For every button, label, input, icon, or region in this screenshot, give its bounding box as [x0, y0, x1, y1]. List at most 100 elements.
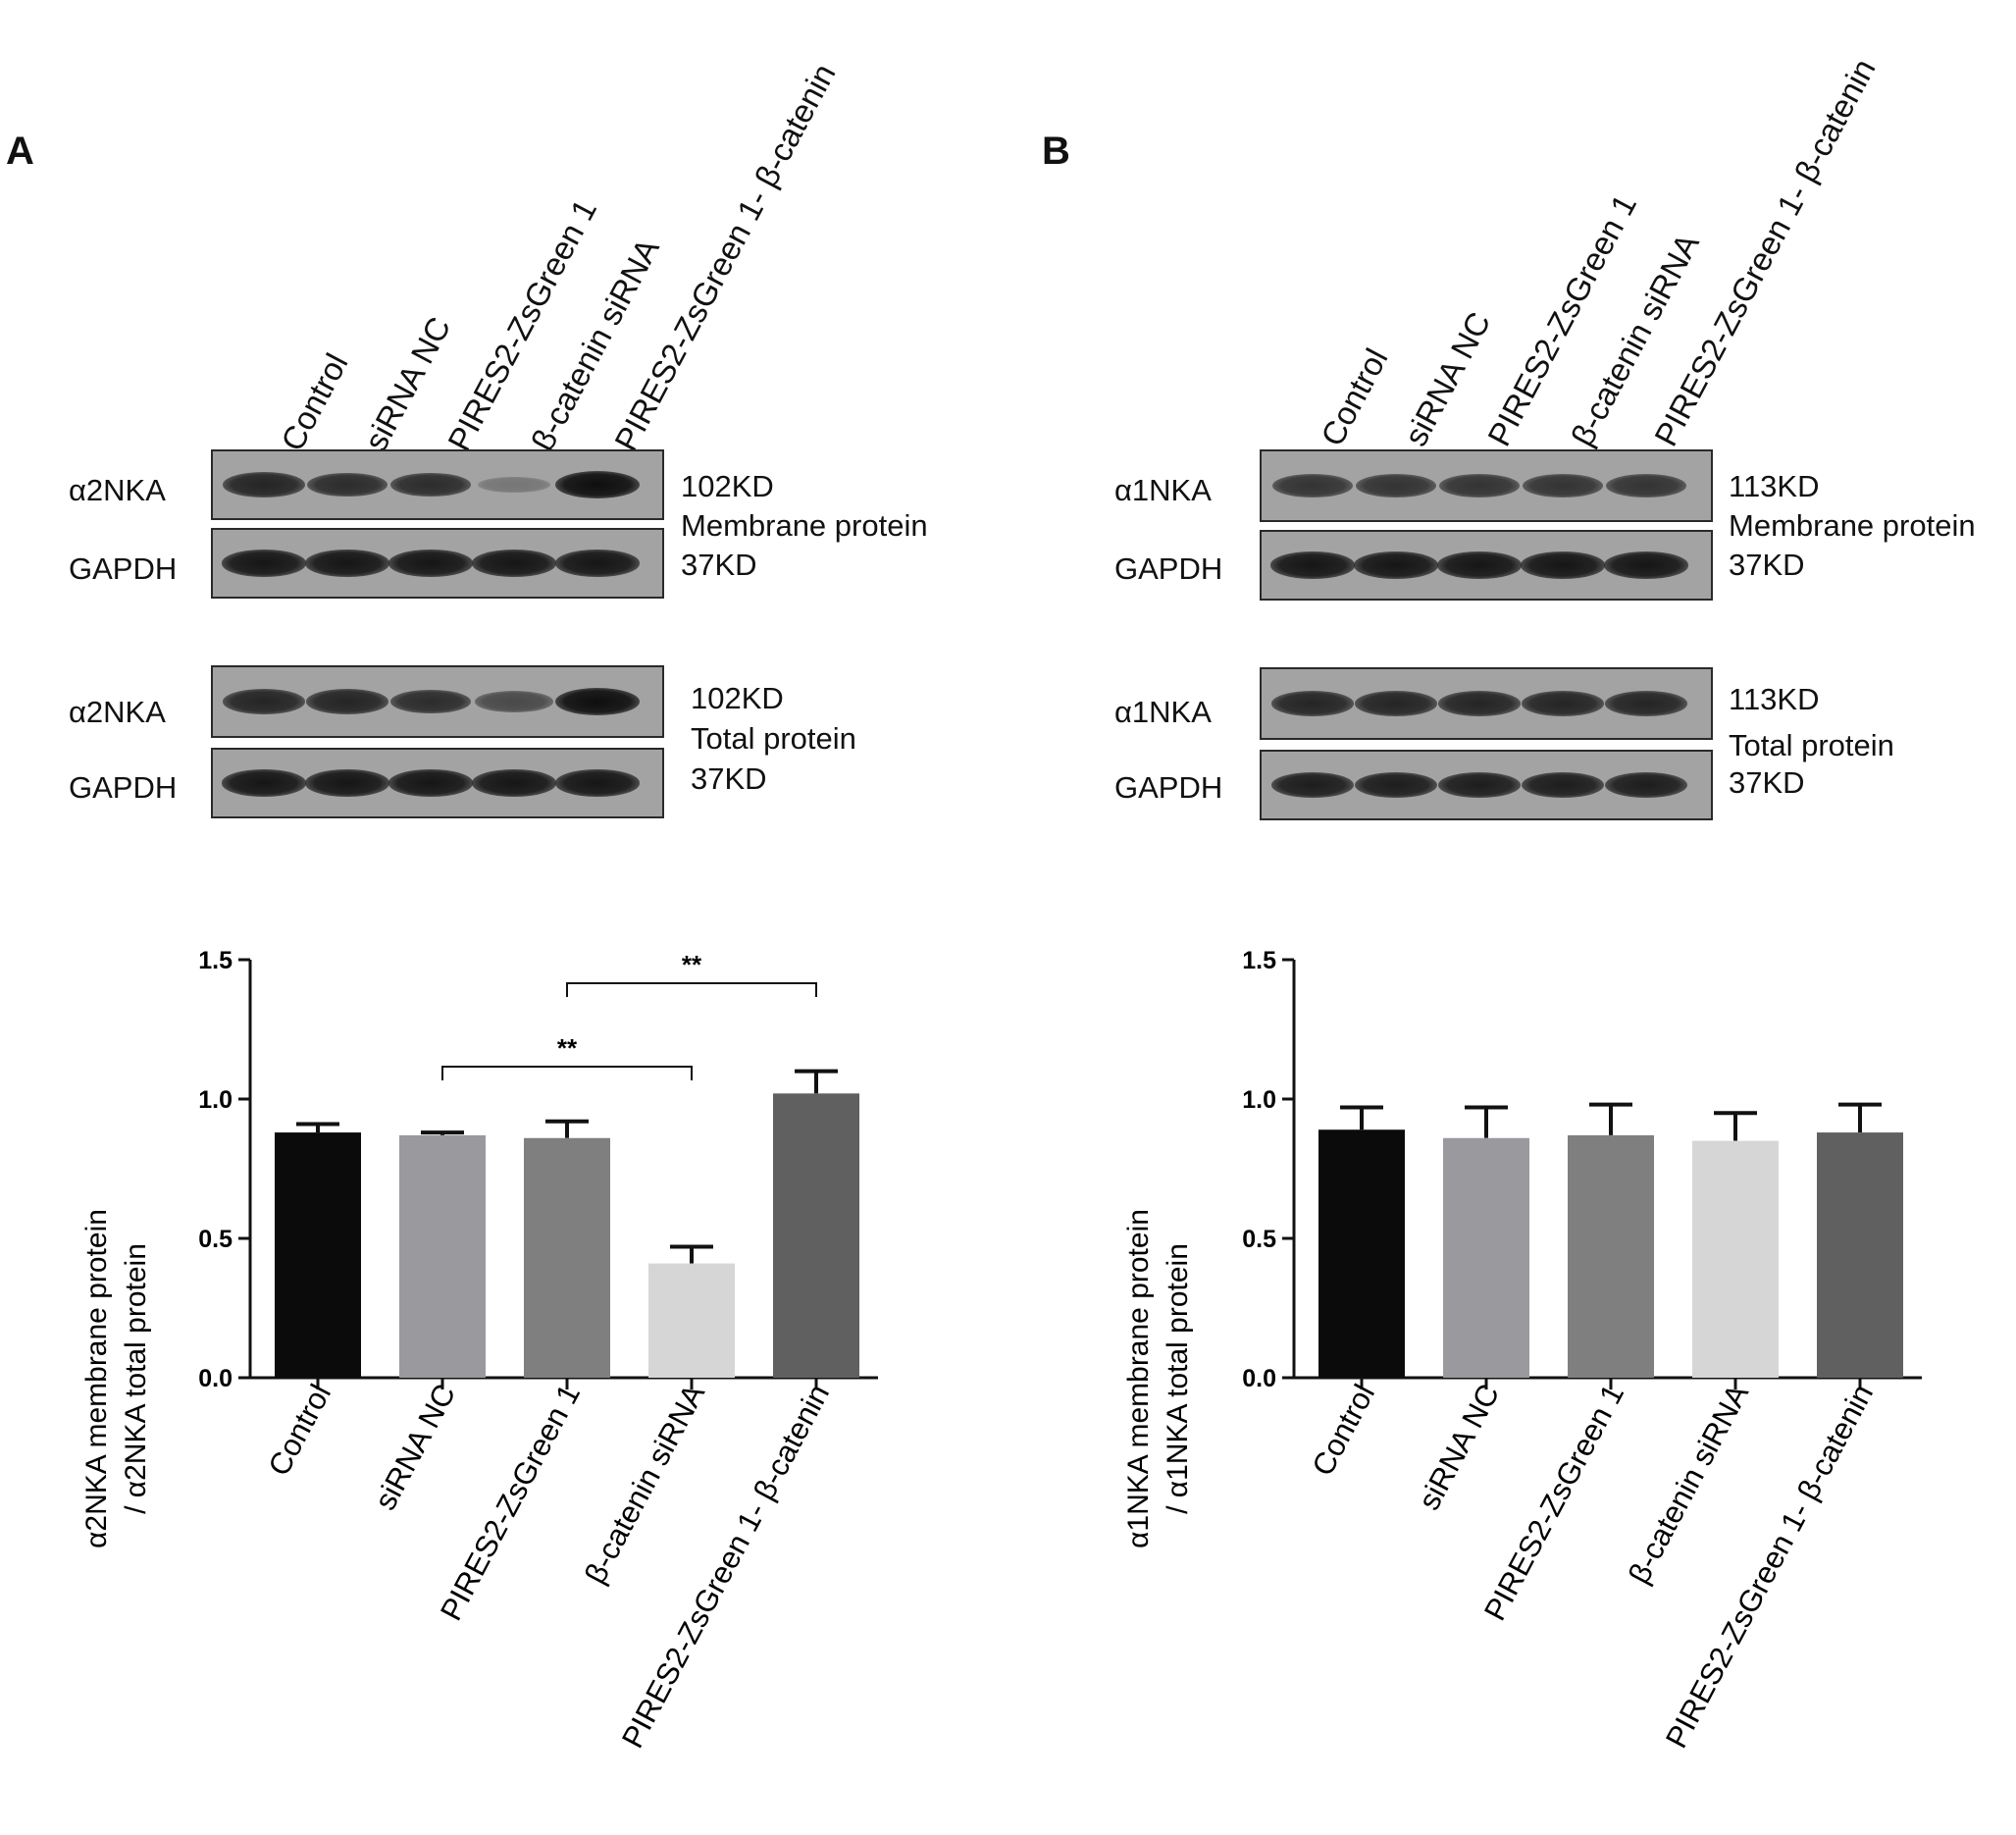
blot-band — [555, 769, 640, 797]
blot-total-target — [211, 665, 664, 738]
blot-band — [223, 689, 305, 714]
x-tick-label: β-catenin siRNA — [1622, 1379, 1755, 1590]
x-tick-label: Control — [1305, 1379, 1381, 1482]
blot-band — [1437, 771, 1522, 799]
bar — [648, 1263, 735, 1378]
significance-label: ** — [557, 1033, 578, 1063]
bar — [773, 1093, 859, 1378]
blot-band — [1604, 551, 1688, 579]
blot-membrane-gapdh — [211, 528, 664, 599]
blot-band — [1354, 771, 1438, 799]
blot-band — [1605, 691, 1687, 716]
bar — [399, 1134, 486, 1378]
panel-letter: A — [6, 130, 34, 173]
blot-band — [1272, 474, 1353, 498]
membrane-loading-kd: 37KD — [681, 548, 757, 582]
significance-bracket — [566, 982, 817, 997]
panel-b: B Control siRNA NC PIRES2-ZsGreen 1 β-ca… — [1042, 0, 2016, 1835]
blot-band — [1521, 551, 1605, 579]
total-target-name: α1NKA — [1114, 695, 1212, 729]
x-tick-label: siRNA NC — [1412, 1379, 1506, 1516]
y-axis-label-line1: α1NKA membrane protein — [1122, 1209, 1155, 1548]
bar — [1568, 1134, 1654, 1378]
blot-band — [1438, 691, 1521, 716]
total-target-kd: 113KD — [1729, 682, 1820, 716]
blot-band — [1521, 771, 1605, 799]
blot-membrane-target — [1260, 449, 1713, 522]
bar — [1443, 1137, 1529, 1378]
significance-label: ** — [682, 950, 702, 979]
blot-band — [306, 472, 388, 498]
blot-band — [305, 550, 389, 577]
blot-band — [1606, 474, 1686, 498]
x-tick-label: PIRES2-ZsGreen 1 — [434, 1379, 587, 1626]
blot-band — [1437, 551, 1522, 579]
membrane-loading-name: GAPDH — [1114, 551, 1223, 586]
membrane-protein-label: Membrane protein — [681, 508, 928, 543]
y-tick-label: 0.5 — [198, 1226, 233, 1253]
bar — [1817, 1132, 1903, 1378]
blot-band — [472, 550, 556, 577]
blot-band — [555, 471, 640, 498]
membrane-loading-kd: 37KD — [1729, 548, 1805, 582]
x-tick-label: Control — [261, 1379, 337, 1482]
blot-total-gapdh — [1260, 750, 1713, 820]
blot-total-gapdh — [211, 748, 664, 818]
blot-band — [222, 550, 306, 577]
blot-band — [1355, 691, 1437, 716]
blot-band — [472, 769, 556, 797]
x-tick-label: β-catenin siRNA — [578, 1379, 711, 1590]
blot-membrane-target — [211, 449, 664, 520]
blot-band — [222, 769, 306, 797]
blot-band — [223, 472, 305, 498]
blot-band — [388, 550, 473, 577]
blot-band — [1356, 474, 1436, 498]
x-tick-label: siRNA NC — [368, 1379, 462, 1516]
blot-band — [1270, 771, 1355, 799]
y-tick-label: 1.5 — [1242, 947, 1276, 974]
bar — [1692, 1140, 1779, 1378]
x-tick-label: PIRES2-ZsGreen 1- β-catenin — [615, 1379, 836, 1754]
panel-letter: B — [1042, 130, 1070, 173]
blot-band — [1354, 551, 1438, 579]
y-axis-label-line1: α2NKA membrane protein — [80, 1209, 113, 1548]
total-protein-label: Total protein — [691, 721, 856, 756]
y-axis-label-line2: / α1NKA total protein — [1162, 1243, 1194, 1514]
blot-band — [306, 689, 388, 714]
y-tick-label: 1.5 — [198, 947, 233, 974]
y-tick-label: 1.0 — [198, 1086, 233, 1114]
y-axis-label-line2: / α2NKA total protein — [120, 1243, 152, 1514]
membrane-target-name: α1NKA — [1114, 473, 1212, 507]
blot-total-target — [1260, 667, 1713, 740]
total-loading-kd: 37KD — [1729, 765, 1805, 800]
total-loading-name: GAPDH — [69, 770, 178, 805]
total-target-kd: 102KD — [691, 681, 784, 715]
bar — [524, 1137, 610, 1378]
bar-chart-b: α1NKA membrane protein / α1NKA total pro… — [1122, 947, 1922, 1754]
blot-band — [305, 769, 389, 797]
blot-band — [1523, 474, 1603, 498]
blot-band — [1604, 771, 1688, 799]
y-tick-label: 0.5 — [1242, 1226, 1276, 1253]
panel-a: A Control siRNA NC PIRES2-ZsGreen 1 β-ca… — [6, 58, 928, 1754]
bar — [1318, 1129, 1405, 1378]
membrane-loading-name: GAPDH — [69, 551, 178, 586]
x-tick-label: PIRES2-ZsGreen 1 — [1477, 1379, 1630, 1626]
blot-band — [388, 769, 473, 797]
blot-band — [555, 550, 640, 577]
total-protein-label: Total protein — [1729, 728, 1894, 762]
total-loading-name: GAPDH — [1114, 770, 1223, 805]
total-loading-kd: 37KD — [691, 761, 767, 796]
y-tick-label: 0.0 — [1242, 1365, 1276, 1392]
blot-band — [475, 691, 553, 712]
total-target-name: α2NKA — [69, 695, 166, 729]
membrane-protein-label: Membrane protein — [1729, 508, 1976, 543]
blot-membrane-gapdh — [1260, 530, 1713, 601]
blot-band — [477, 476, 551, 494]
blot-band — [1270, 551, 1355, 579]
blot-band — [555, 688, 640, 715]
membrane-target-kd: 113KD — [1729, 469, 1820, 503]
blot-band — [389, 472, 472, 498]
blot-band — [1522, 691, 1604, 716]
blot-band — [1271, 691, 1354, 716]
